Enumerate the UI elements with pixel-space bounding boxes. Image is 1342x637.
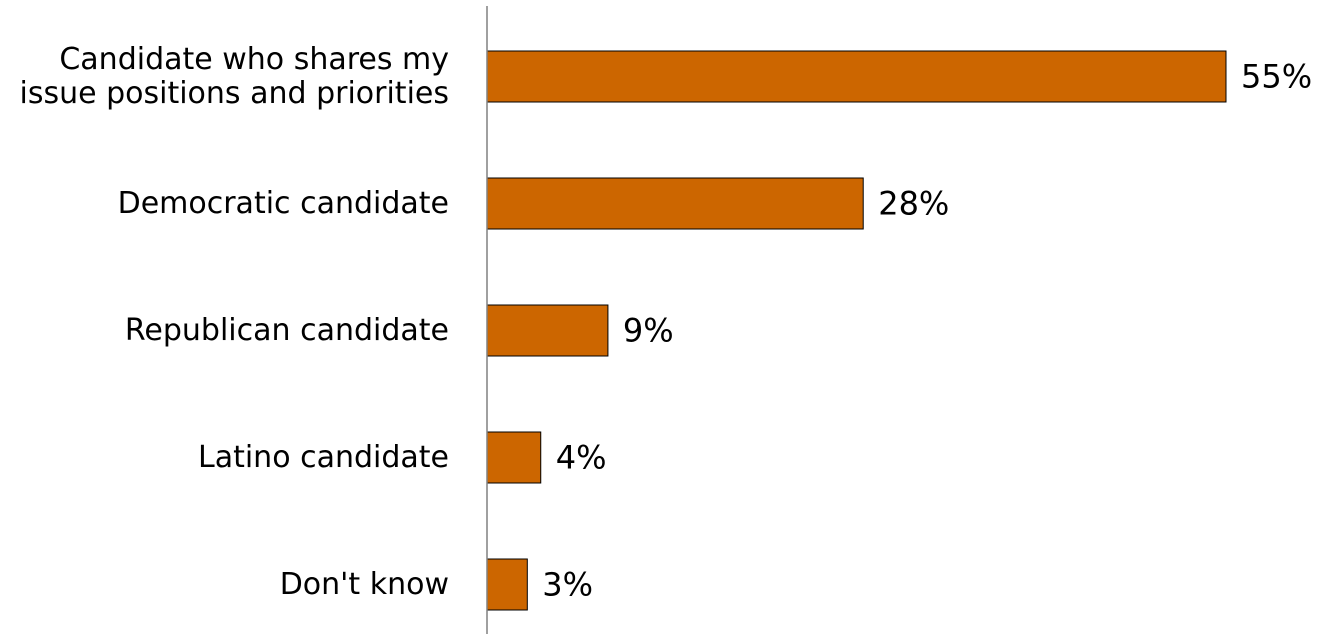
category-label-line: issue positions and priorities: [20, 76, 450, 111]
bar-4: [486, 558, 528, 611]
bar-3: [486, 431, 542, 484]
category-label-line: Candidate who shares my: [59, 42, 449, 77]
value-label-1: 28%: [878, 185, 949, 223]
value-labels-group: 55% 28% 9% 4% 3%: [542, 58, 1312, 604]
category-label-line: Latino candidate: [198, 440, 449, 475]
category-label-line: Don't know: [280, 567, 449, 602]
bar-1: [486, 177, 864, 230]
value-label-0: 55%: [1241, 58, 1312, 96]
value-label-4: 3%: [542, 566, 593, 604]
category-label-line: Democratic candidate: [118, 186, 449, 221]
category-label-4: Don't know: [280, 567, 449, 602]
value-label-3: 4%: [556, 439, 607, 477]
bar-0: [486, 50, 1227, 103]
category-label-3: Latino candidate: [198, 440, 449, 475]
value-label-2: 9%: [623, 312, 674, 350]
bar-2: [486, 304, 609, 357]
category-label-line: Republican candidate: [125, 313, 449, 348]
category-labels-group: Candidate who shares my issue positions a…: [20, 42, 450, 602]
category-label-2: Republican candidate: [125, 313, 449, 348]
bars-group: [486, 50, 1227, 611]
category-label-0: Candidate who shares my issue positions a…: [20, 42, 450, 111]
category-label-1: Democratic candidate: [118, 186, 449, 221]
